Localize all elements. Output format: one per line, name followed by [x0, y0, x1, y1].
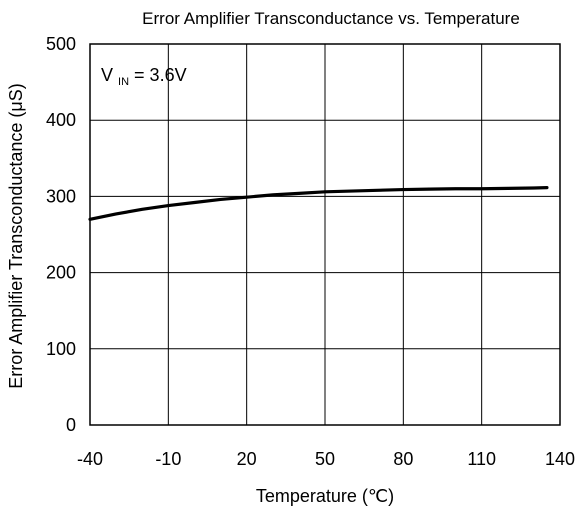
input-voltage-annotation: V IN = 3.6V	[101, 65, 187, 89]
y-tick-label: 100	[46, 339, 76, 359]
x-tick-label: 50	[315, 449, 335, 469]
annotation-suffix: = 3.6V	[134, 65, 187, 85]
x-tick-label: -10	[155, 449, 181, 469]
annotation-subscript: IN	[118, 76, 129, 88]
x-tick-label: -40	[77, 449, 103, 469]
grid-layer	[90, 44, 560, 425]
plot-frame	[89, 43, 561, 426]
y-tick-label: 500	[46, 34, 76, 54]
y-axis-title: Error Amplifier Transconductance (μS)	[6, 83, 26, 388]
tick-layer: -40 -10 20 50 80 110 140 0 100 200 300 400 500	[46, 34, 575, 469]
axes-layer	[89, 43, 561, 426]
annotation-main: V	[101, 65, 113, 85]
x-tick-label: 80	[393, 449, 413, 469]
x-tick-label: 20	[237, 449, 257, 469]
y-tick-label: 300	[46, 186, 76, 206]
chart-title: Error Amplifier Transconductance vs. Tem…	[142, 9, 520, 28]
series-layer	[88, 186, 549, 221]
y-tick-label: 0	[66, 415, 76, 435]
x-axis-title: Temperature (℃)	[256, 486, 394, 506]
y-tick-label: 200	[46, 263, 76, 283]
x-tick-label: 140	[545, 449, 575, 469]
series-line	[88, 186, 549, 221]
x-tick-label: 110	[467, 449, 496, 469]
y-tick-label: 400	[46, 110, 76, 130]
